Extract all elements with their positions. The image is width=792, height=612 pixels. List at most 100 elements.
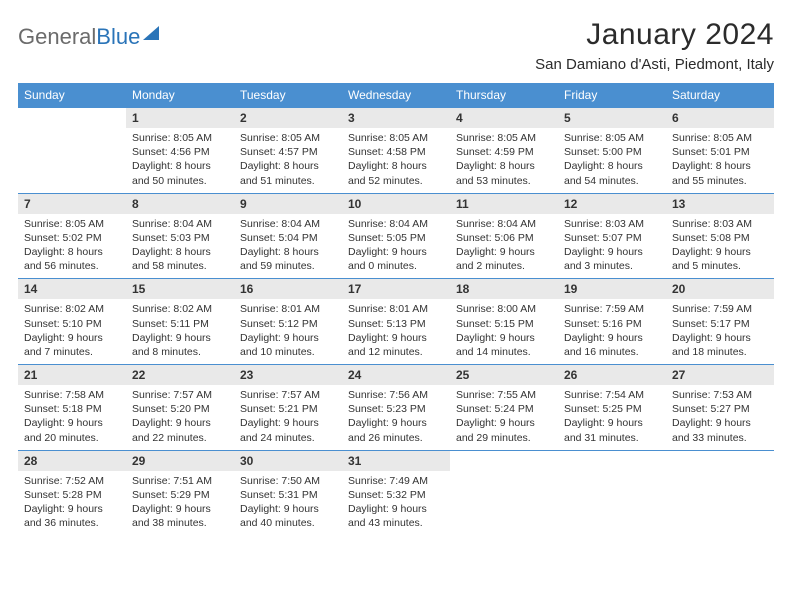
sunset-line: Sunset: 5:11 PM — [132, 317, 228, 331]
day-cell — [666, 450, 774, 535]
day-cell: 22Sunrise: 7:57 AMSunset: 5:20 PMDayligh… — [126, 365, 234, 451]
day-cell: 16Sunrise: 8:01 AMSunset: 5:12 PMDayligh… — [234, 279, 342, 365]
daylight-line: Daylight: 9 hours and 38 minutes. — [132, 502, 228, 530]
sunset-line: Sunset: 5:15 PM — [456, 317, 552, 331]
sunrise-line: Sunrise: 7:57 AM — [132, 388, 228, 402]
day-cell: 29Sunrise: 7:51 AMSunset: 5:29 PMDayligh… — [126, 450, 234, 535]
sunset-line: Sunset: 5:20 PM — [132, 402, 228, 416]
calendar-page: GeneralBlue January 2024 San Damiano d'A… — [0, 0, 792, 545]
sunrise-line: Sunrise: 7:50 AM — [240, 474, 336, 488]
day-cell: 27Sunrise: 7:53 AMSunset: 5:27 PMDayligh… — [666, 365, 774, 451]
day-body: Sunrise: 7:59 AMSunset: 5:17 PMDaylight:… — [666, 299, 774, 364]
day-number: 31 — [342, 451, 450, 471]
dayname-cell: Friday — [558, 83, 666, 108]
week-row: 21Sunrise: 7:58 AMSunset: 5:18 PMDayligh… — [18, 365, 774, 451]
day-number: 8 — [126, 194, 234, 214]
sunrise-line: Sunrise: 8:05 AM — [672, 131, 768, 145]
sunrise-line: Sunrise: 8:02 AM — [132, 302, 228, 316]
sunset-line: Sunset: 5:03 PM — [132, 231, 228, 245]
sunrise-line: Sunrise: 7:49 AM — [348, 474, 444, 488]
sunrise-line: Sunrise: 8:04 AM — [240, 217, 336, 231]
sunset-line: Sunset: 4:59 PM — [456, 145, 552, 159]
daylight-line: Daylight: 9 hours and 3 minutes. — [564, 245, 660, 273]
daylight-line: Daylight: 8 hours and 51 minutes. — [240, 159, 336, 187]
day-body: Sunrise: 8:05 AMSunset: 4:57 PMDaylight:… — [234, 128, 342, 193]
day-number: 21 — [18, 365, 126, 385]
week-row: 7Sunrise: 8:05 AMSunset: 5:02 PMDaylight… — [18, 193, 774, 279]
brand-logo: GeneralBlue — [18, 18, 159, 50]
daylight-line: Daylight: 9 hours and 36 minutes. — [24, 502, 120, 530]
daylight-line: Daylight: 9 hours and 8 minutes. — [132, 331, 228, 359]
page-header: GeneralBlue January 2024 San Damiano d'A… — [18, 18, 774, 73]
day-number: 12 — [558, 194, 666, 214]
sunrise-line: Sunrise: 7:53 AM — [672, 388, 768, 402]
day-number: 30 — [234, 451, 342, 471]
day-number: 26 — [558, 365, 666, 385]
sunrise-line: Sunrise: 8:05 AM — [240, 131, 336, 145]
daylight-line: Daylight: 8 hours and 50 minutes. — [132, 159, 228, 187]
sunset-line: Sunset: 5:28 PM — [24, 488, 120, 502]
day-number: 2 — [234, 108, 342, 128]
dayname-cell: Saturday — [666, 83, 774, 108]
day-body: Sunrise: 7:51 AMSunset: 5:29 PMDaylight:… — [126, 471, 234, 536]
calendar-table: SundayMondayTuesdayWednesdayThursdayFrid… — [18, 83, 774, 535]
daylight-line: Daylight: 9 hours and 43 minutes. — [348, 502, 444, 530]
day-number: 25 — [450, 365, 558, 385]
sunrise-line: Sunrise: 7:56 AM — [348, 388, 444, 402]
day-cell: 7Sunrise: 8:05 AMSunset: 5:02 PMDaylight… — [18, 193, 126, 279]
day-number: 7 — [18, 194, 126, 214]
sunrise-line: Sunrise: 7:59 AM — [672, 302, 768, 316]
sunrise-line: Sunrise: 7:59 AM — [564, 302, 660, 316]
daylight-line: Daylight: 9 hours and 12 minutes. — [348, 331, 444, 359]
day-number: 23 — [234, 365, 342, 385]
day-body: Sunrise: 8:03 AMSunset: 5:08 PMDaylight:… — [666, 214, 774, 279]
daylight-line: Daylight: 8 hours and 58 minutes. — [132, 245, 228, 273]
day-cell: 20Sunrise: 7:59 AMSunset: 5:17 PMDayligh… — [666, 279, 774, 365]
daylight-line: Daylight: 8 hours and 59 minutes. — [240, 245, 336, 273]
day-number: 5 — [558, 108, 666, 128]
sunset-line: Sunset: 5:18 PM — [24, 402, 120, 416]
sunset-line: Sunset: 4:57 PM — [240, 145, 336, 159]
day-body: Sunrise: 8:01 AMSunset: 5:13 PMDaylight:… — [342, 299, 450, 364]
daylight-line: Daylight: 9 hours and 0 minutes. — [348, 245, 444, 273]
daylight-line: Daylight: 9 hours and 29 minutes. — [456, 416, 552, 444]
sunset-line: Sunset: 5:02 PM — [24, 231, 120, 245]
day-cell: 18Sunrise: 8:00 AMSunset: 5:15 PMDayligh… — [450, 279, 558, 365]
day-body: Sunrise: 8:05 AMSunset: 4:59 PMDaylight:… — [450, 128, 558, 193]
day-number: 6 — [666, 108, 774, 128]
sunrise-line: Sunrise: 7:51 AM — [132, 474, 228, 488]
daylight-line: Daylight: 9 hours and 7 minutes. — [24, 331, 120, 359]
day-number: 19 — [558, 279, 666, 299]
daylight-line: Daylight: 9 hours and 31 minutes. — [564, 416, 660, 444]
sunrise-line: Sunrise: 8:01 AM — [348, 302, 444, 316]
daylight-line: Daylight: 9 hours and 10 minutes. — [240, 331, 336, 359]
day-body: Sunrise: 7:49 AMSunset: 5:32 PMDaylight:… — [342, 471, 450, 536]
sunset-line: Sunset: 5:05 PM — [348, 231, 444, 245]
sunrise-line: Sunrise: 7:52 AM — [24, 474, 120, 488]
day-cell: 8Sunrise: 8:04 AMSunset: 5:03 PMDaylight… — [126, 193, 234, 279]
sunset-line: Sunset: 5:00 PM — [564, 145, 660, 159]
day-number: 10 — [342, 194, 450, 214]
daylight-line: Daylight: 9 hours and 24 minutes. — [240, 416, 336, 444]
day-cell: 15Sunrise: 8:02 AMSunset: 5:11 PMDayligh… — [126, 279, 234, 365]
day-cell — [450, 450, 558, 535]
sunrise-line: Sunrise: 8:01 AM — [240, 302, 336, 316]
day-body: Sunrise: 8:04 AMSunset: 5:04 PMDaylight:… — [234, 214, 342, 279]
daylight-line: Daylight: 8 hours and 52 minutes. — [348, 159, 444, 187]
day-cell: 14Sunrise: 8:02 AMSunset: 5:10 PMDayligh… — [18, 279, 126, 365]
day-cell: 10Sunrise: 8:04 AMSunset: 5:05 PMDayligh… — [342, 193, 450, 279]
day-number: 20 — [666, 279, 774, 299]
dayname-cell: Wednesday — [342, 83, 450, 108]
dayname-cell: Sunday — [18, 83, 126, 108]
sunset-line: Sunset: 5:16 PM — [564, 317, 660, 331]
daylight-line: Daylight: 9 hours and 18 minutes. — [672, 331, 768, 359]
day-cell: 21Sunrise: 7:58 AMSunset: 5:18 PMDayligh… — [18, 365, 126, 451]
day-body: Sunrise: 7:57 AMSunset: 5:21 PMDaylight:… — [234, 385, 342, 450]
day-body: Sunrise: 7:55 AMSunset: 5:24 PMDaylight:… — [450, 385, 558, 450]
sunrise-line: Sunrise: 7:54 AM — [564, 388, 660, 402]
day-number: 14 — [18, 279, 126, 299]
day-number: 3 — [342, 108, 450, 128]
day-body: Sunrise: 8:02 AMSunset: 5:11 PMDaylight:… — [126, 299, 234, 364]
day-number: 1 — [126, 108, 234, 128]
sunrise-line: Sunrise: 7:57 AM — [240, 388, 336, 402]
